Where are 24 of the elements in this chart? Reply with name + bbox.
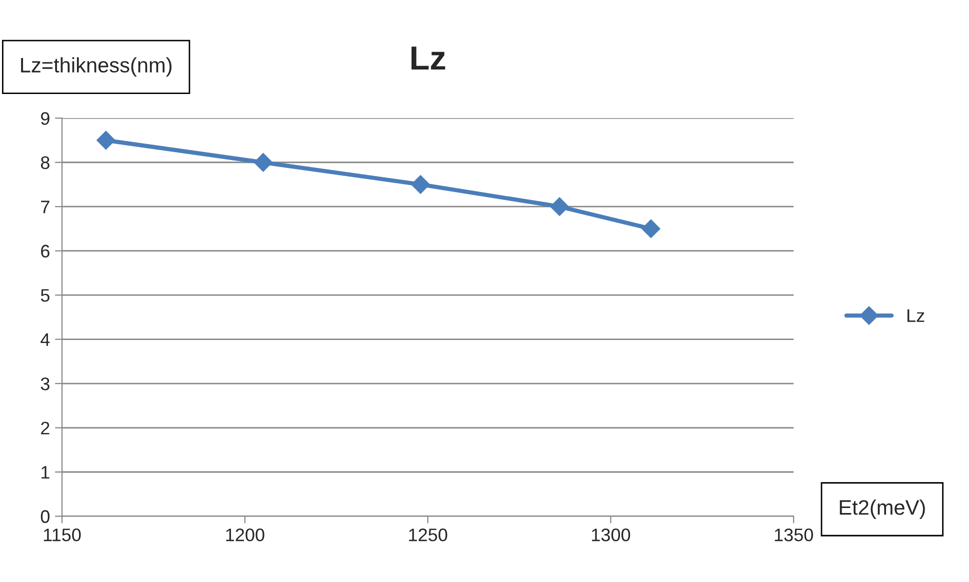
chart-title: Lz	[412, 46, 446, 70]
y-tick-label: 9	[41, 112, 50, 125]
x-tick-label: 1300	[592, 528, 630, 542]
x-tick-label: 1250	[409, 528, 448, 542]
y-tick-label: 1	[42, 466, 50, 479]
legend-label: Lz	[908, 309, 924, 322]
point	[411, 175, 430, 194]
point	[550, 197, 569, 216]
point	[642, 219, 660, 238]
y-tick-label: 3	[40, 377, 50, 390]
y-tick-label: 7	[41, 200, 50, 214]
y-tick-label: 2	[41, 422, 50, 434]
y-tick-label: 0	[40, 510, 50, 523]
y-tick-label: 5	[40, 289, 50, 302]
x-axis-title: Et2(meV)	[840, 500, 925, 519]
y-tick-label: 4	[40, 333, 50, 346]
x-tick-label: 1150	[44, 528, 81, 542]
y-tick-label: 6	[41, 244, 50, 258]
y-tick-label: 8	[40, 156, 50, 170]
point	[254, 153, 273, 172]
point	[96, 130, 116, 150]
x-tick-label: 1200	[226, 528, 264, 542]
x-tick-label: 1350	[774, 528, 813, 542]
y-axis-title: Lz=thikness(nm)	[21, 57, 172, 77]
